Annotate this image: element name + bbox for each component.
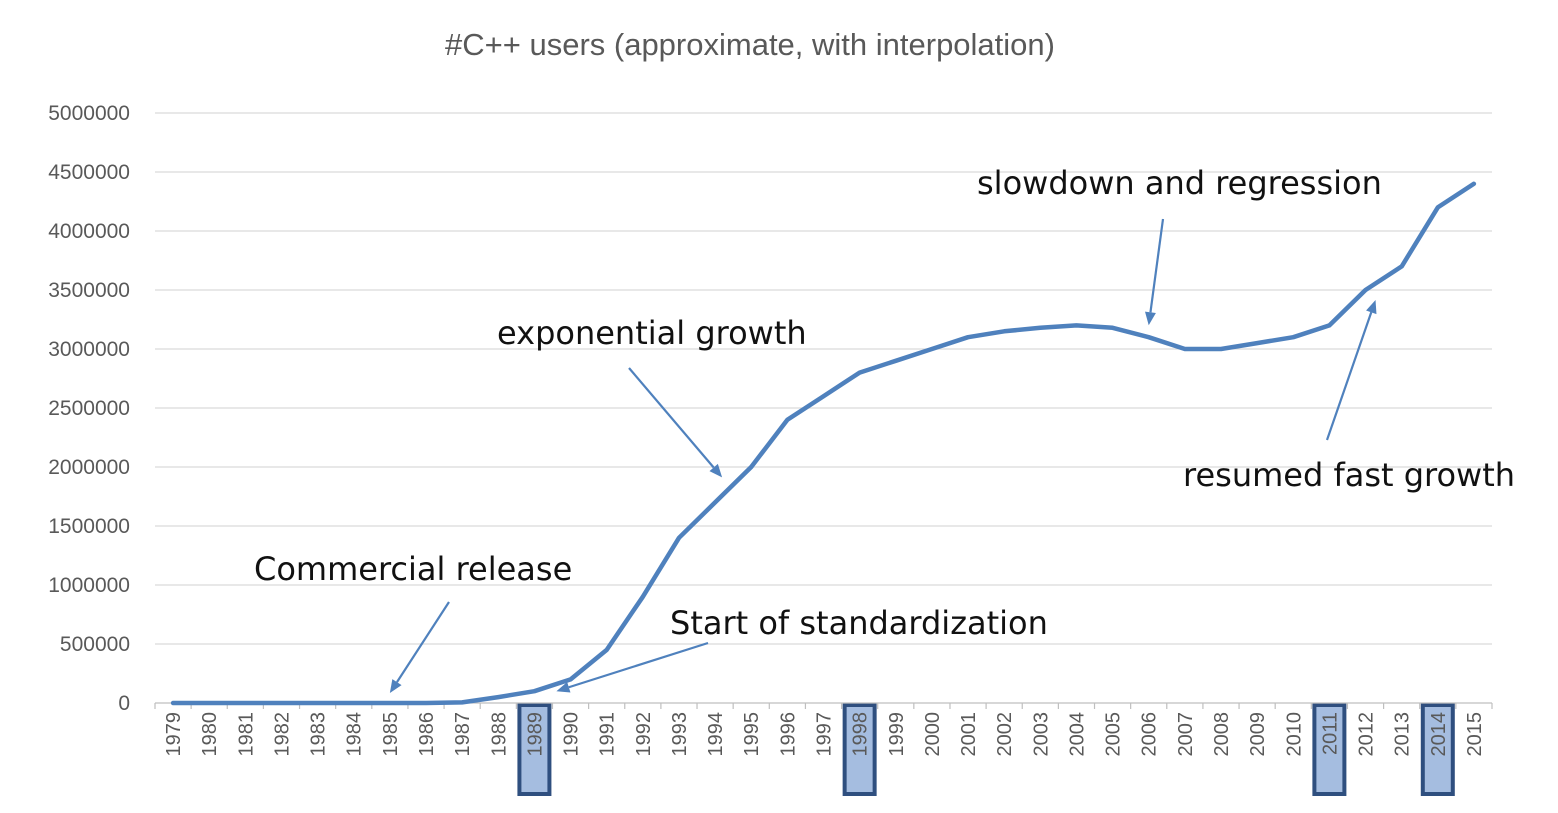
x-tick-label: 1989 [524,712,546,757]
x-tick-label: 1983 [308,712,330,757]
x-tick-label: 1987 [452,712,474,757]
y-tick-label: 3500000 [48,279,130,302]
annotation-arrowhead [389,679,402,693]
x-tick-label: 2011 [1319,712,1341,755]
annotation-arrow [1325,311,1373,441]
y-tick-label: 3000000 [48,338,130,361]
x-tick-label: 2009 [1247,712,1269,757]
highlight-box-1998 [842,703,877,796]
annotation-arrow [568,641,709,689]
series-line [170,181,1477,706]
annotation-arrow [628,367,715,469]
x-tick-label: 1982 [271,712,293,757]
x-tick-label: 2007 [1175,712,1197,757]
annotation-start-of-standardization: Start of standardization [670,604,1048,642]
y-tick-label: 0 [118,692,130,715]
x-tick-label: 2003 [1030,712,1052,757]
x-tick-label: 1980 [199,712,221,757]
annotation-arrow [1149,218,1165,313]
y-tick-label: 2500000 [48,397,130,420]
annotation-slowdown-and-regression: slowdown and regression [977,164,1382,202]
x-tick-label: 2013 [1392,712,1414,757]
x-tick-label: 2015 [1464,712,1486,757]
x-tick-label: 1990 [561,712,583,757]
x-tick-label: 1996 [777,712,799,757]
series-layer [170,181,1477,706]
x-tick-label: 2012 [1356,712,1378,757]
x-tick-label: 1999 [886,712,908,757]
x-tick-label: 2001 [958,712,980,757]
y-tick-label: 500000 [60,633,130,656]
x-tick-label: 1993 [669,712,691,757]
x-tick-label: 2005 [1103,712,1125,757]
annotation-arrowhead [1366,300,1377,315]
x-tick-label: 1994 [705,712,727,757]
annotation-arrows [389,218,1377,693]
chart-title: #C++ users (approximate, with interpolat… [445,27,1055,62]
x-tick-label: 1981 [235,712,257,757]
annotation-commercial-release: Commercial release [254,550,572,588]
annotation-resumed-fast-growth: resumed fast growth [1183,456,1515,494]
x-tick-label: 2000 [922,712,944,757]
annotation-arrowhead [1144,311,1156,326]
annotation-exponential-growth: exponential growth [497,314,807,352]
y-tick-label: 5000000 [48,102,130,125]
x-tick-label: 1986 [416,712,438,757]
x-tick-label: 2010 [1283,712,1305,757]
x-tick-label: 2002 [994,712,1016,757]
annotations: Commercial release Start of standardizat… [254,164,1515,642]
annotation-arrowhead [709,463,723,478]
x-tick-label: 1991 [597,712,619,757]
x-tick-label: 2014 [1428,712,1450,757]
y-axis: 0 500000 1000000 1500000 2000000 2500000 30000… [48,102,130,715]
x-tick-label: 1979 [163,712,185,757]
x-tick-label: 1998 [850,712,872,757]
x-tick-label: 2008 [1211,712,1233,757]
x-tick-label: 1988 [488,712,510,757]
annotation-arrow [396,601,450,683]
x-tick-label: 1985 [380,712,402,757]
y-tick-label: 4500000 [48,161,130,184]
y-tick-label: 1000000 [48,574,130,597]
highlight-box-1989 [517,703,552,796]
highlight-box-2014 [1420,703,1455,796]
y-tick-label: 4000000 [48,220,130,243]
x-tick-label: 2006 [1139,712,1161,757]
y-tick-label: 2000000 [48,456,130,479]
x-axis: 1979 1980 1981 1982 1983 1984 1985 1986 1987 1988… [154,703,1493,757]
highlight-box-2011 [1312,703,1347,796]
x-tick-label: 1997 [814,712,836,757]
x-tick-label: 1992 [633,712,655,757]
highlight-boxes [517,703,1455,796]
annotation-arrowhead [556,682,571,693]
y-tick-label: 1500000 [48,515,130,538]
x-tick-label: 2004 [1066,712,1088,757]
x-tick-label: 1995 [741,712,763,757]
x-tick-label: 1984 [344,712,366,757]
